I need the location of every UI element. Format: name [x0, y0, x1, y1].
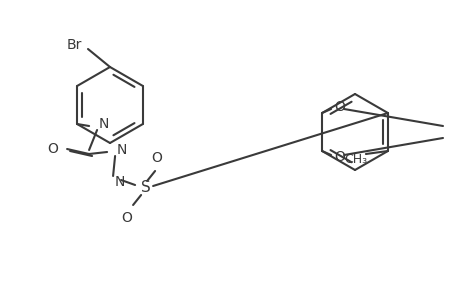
Text: N: N — [117, 143, 127, 157]
Text: O: O — [334, 150, 345, 164]
Text: N: N — [115, 175, 125, 189]
Text: O: O — [334, 100, 345, 114]
Text: N: N — [99, 117, 109, 131]
Text: CH₃: CH₃ — [344, 152, 367, 166]
Text: O: O — [121, 211, 132, 225]
Text: Br: Br — [66, 38, 82, 52]
Text: O: O — [48, 142, 58, 156]
Text: S: S — [141, 179, 151, 194]
Text: O: O — [151, 151, 162, 165]
